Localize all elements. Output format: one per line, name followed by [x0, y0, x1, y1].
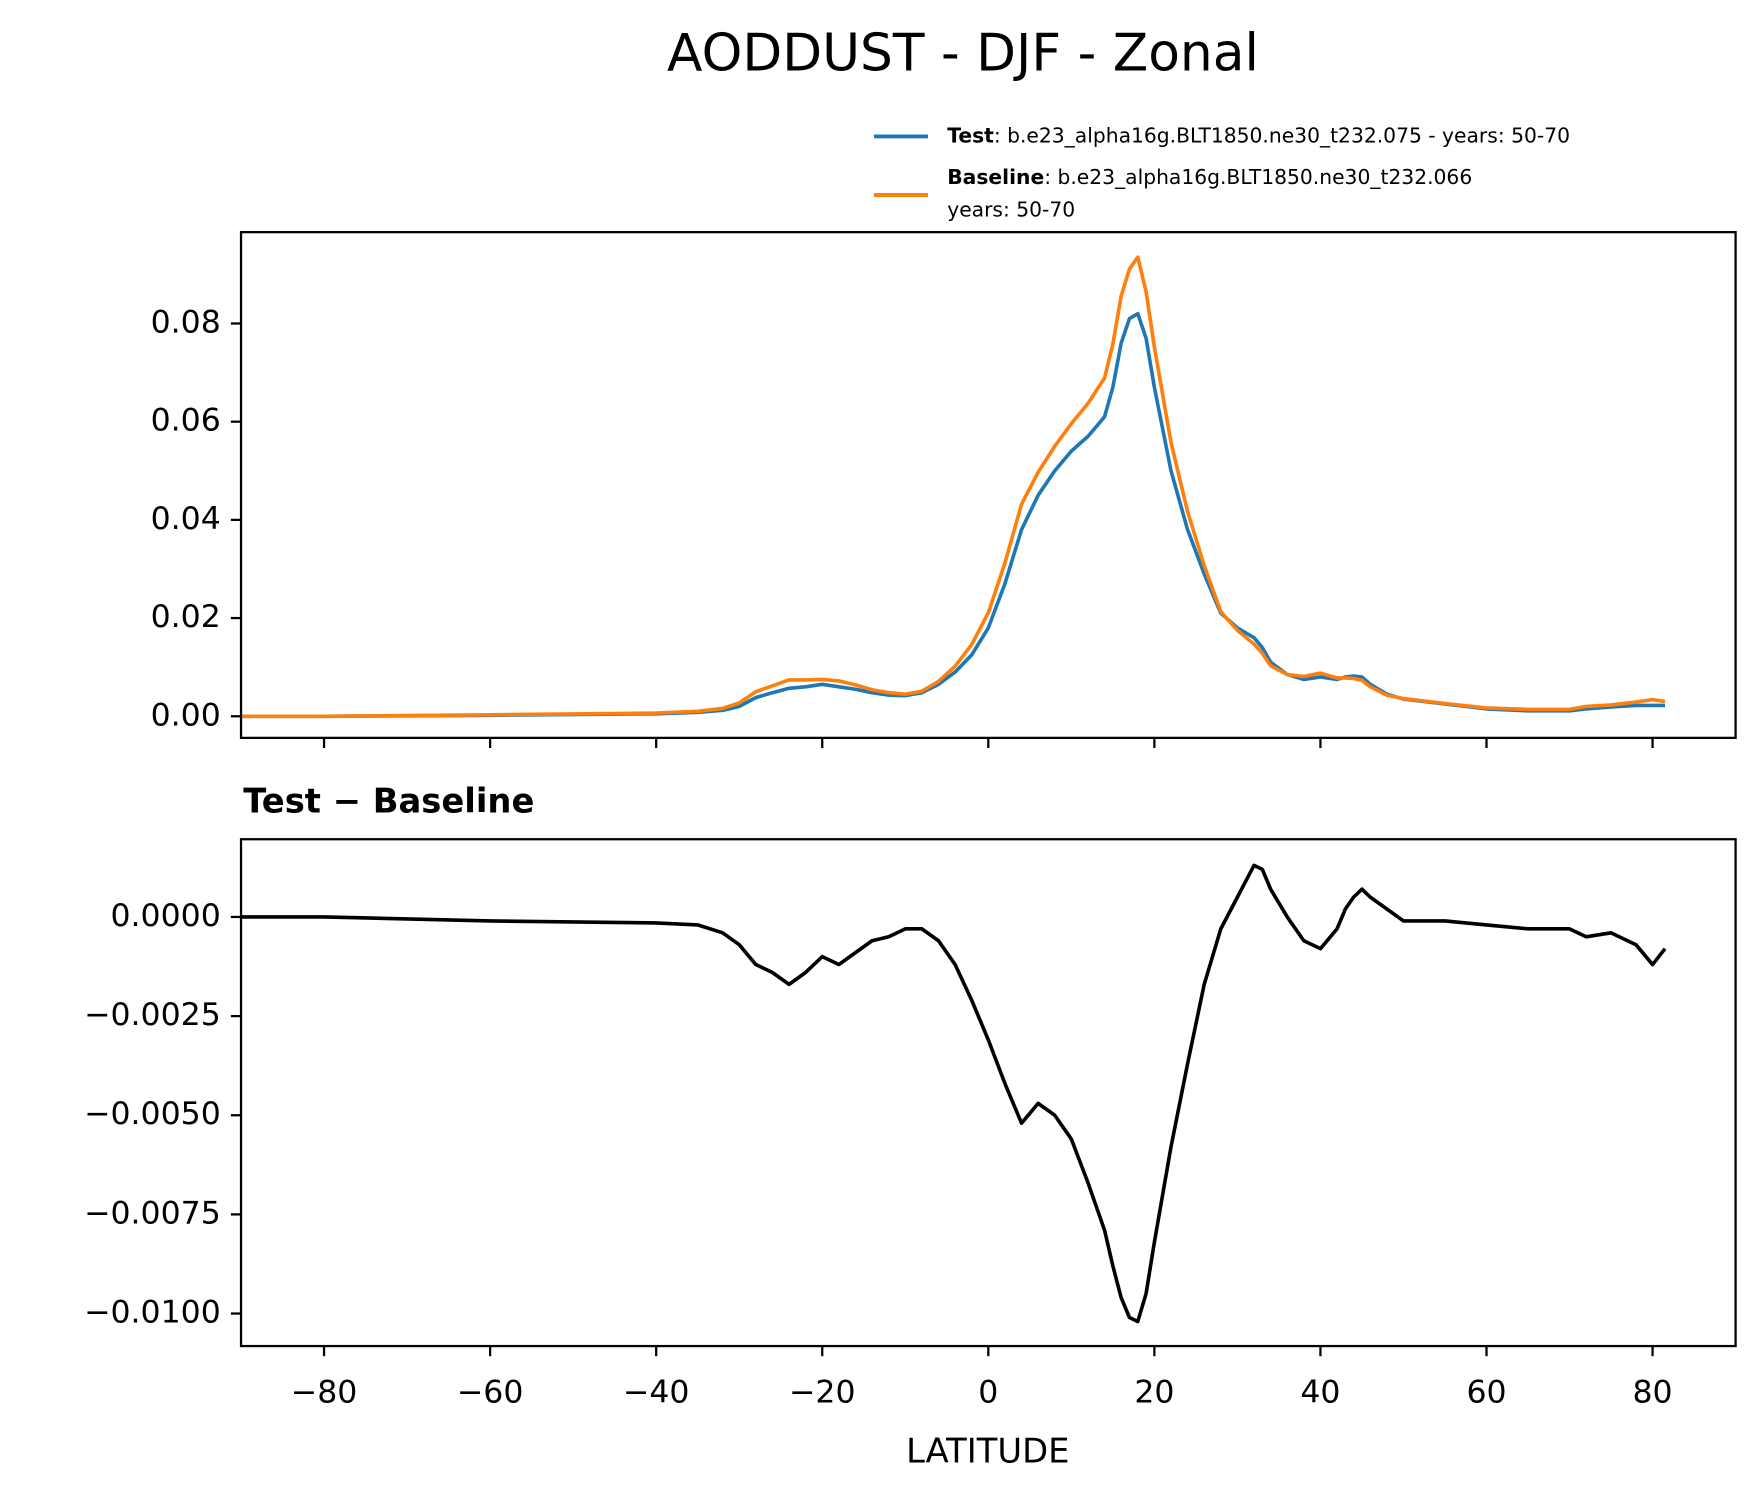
data-line	[241, 863, 1667, 1324]
y-tick-label: −0.0025	[84, 997, 221, 1033]
y-tick-label: 0.02	[151, 599, 221, 635]
legend-name: Test	[947, 123, 994, 147]
legend-entry: Test: b.e23_alpha16g.BLT1850.ne30_t232.0…	[947, 123, 1570, 147]
legend-description: : b.e23_alpha16g.BLT1850.ne30_t232.075 -…	[994, 123, 1570, 147]
legend-description: years: 50-70	[947, 197, 1075, 221]
y-tick-label: 0.08	[151, 304, 221, 340]
y-tick-label: −0.0075	[84, 1195, 221, 1231]
x-tick-label: 80	[1633, 1374, 1673, 1410]
y-tick-label: −0.0050	[84, 1096, 221, 1132]
y-tick-label: 0.00	[151, 697, 221, 733]
legend-name: Baseline	[947, 165, 1044, 189]
chart-title: AODDUST - DJF - Zonal	[667, 23, 1259, 83]
y-tick-label: 0.0000	[110, 898, 220, 934]
legend-description: : b.e23_alpha16g.BLT1850.ne30_t232.066	[1044, 165, 1472, 189]
data-line	[241, 311, 1666, 719]
panel-subtitle: Test − Baseline	[243, 782, 534, 821]
x-axis-label: LATITUDE	[906, 1432, 1069, 1471]
plot-frame	[239, 838, 1737, 1348]
y-tick-label: −0.0100	[84, 1295, 221, 1331]
x-tick-label: −20	[789, 1374, 856, 1410]
legend-entry: Baseline: b.e23_alpha16g.BLT1850.ne30_t2…	[947, 165, 1472, 189]
data-line	[241, 255, 1666, 719]
x-tick-label: 60	[1466, 1374, 1506, 1410]
x-tick-label: −80	[291, 1374, 358, 1410]
y-tick-label: 0.06	[151, 403, 221, 439]
plot-frame	[239, 231, 1737, 739]
x-tick-label: −40	[623, 1374, 690, 1410]
x-tick-label: 40	[1300, 1374, 1340, 1410]
x-tick-label: −60	[457, 1374, 524, 1410]
y-tick-label: 0.04	[151, 501, 221, 537]
x-tick-label: 20	[1134, 1374, 1174, 1410]
x-tick-label: 0	[978, 1374, 998, 1410]
